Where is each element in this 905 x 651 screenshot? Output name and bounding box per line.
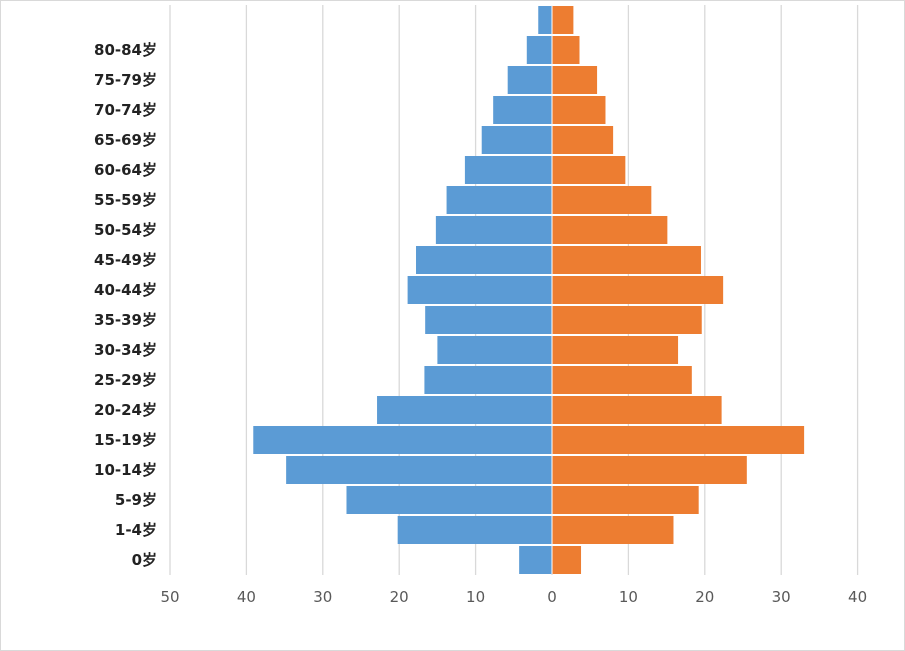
bar-left xyxy=(519,546,552,574)
bars xyxy=(253,5,805,574)
bar-right xyxy=(552,126,614,154)
bar-left xyxy=(507,66,552,94)
bar-left xyxy=(286,456,552,484)
category-label: 65-69岁 xyxy=(94,131,157,149)
bar-right xyxy=(552,216,668,244)
bar-right xyxy=(552,186,652,214)
bar-left xyxy=(464,156,552,184)
bar-left xyxy=(253,426,552,454)
x-tick-label: 40 xyxy=(237,588,256,606)
x-tick-label: 10 xyxy=(619,588,638,606)
x-tick-label: 30 xyxy=(313,588,332,606)
bar-left xyxy=(526,36,552,64)
category-label: 50-54岁 xyxy=(94,221,157,239)
category-label: 45-49岁 xyxy=(94,251,157,269)
bar-left xyxy=(493,96,552,124)
bar-left xyxy=(346,486,552,514)
bar-left xyxy=(446,186,552,214)
bar-left xyxy=(424,366,552,394)
category-label: 5-9岁 xyxy=(115,491,157,509)
x-tick-label: 20 xyxy=(390,588,409,606)
bar-left xyxy=(416,246,552,274)
bar-right xyxy=(552,456,747,484)
x-axis-tick-labels: 50 40 30 20 10 0 10 20 30 40 xyxy=(160,588,867,606)
bar-right xyxy=(552,246,701,274)
category-label: 20-24岁 xyxy=(94,401,157,419)
bar-left xyxy=(437,336,552,364)
bar-left xyxy=(538,6,552,34)
bar-left xyxy=(397,516,552,544)
category-label: 15-19岁 xyxy=(94,431,157,449)
category-label: 0岁 xyxy=(132,551,157,569)
bar-right xyxy=(552,426,805,454)
bar-left xyxy=(481,126,552,154)
bar-right xyxy=(552,66,598,94)
bar-right xyxy=(552,486,699,514)
category-label: 35-39岁 xyxy=(94,311,157,329)
category-label: 10-14岁 xyxy=(94,461,157,479)
bar-left xyxy=(377,396,552,424)
bar-right xyxy=(552,546,582,574)
category-label: 1-4岁 xyxy=(115,521,157,539)
bar-right xyxy=(552,96,606,124)
category-label: 55-59岁 xyxy=(94,191,157,209)
x-tick-label: 10 xyxy=(466,588,485,606)
bar-right xyxy=(552,306,702,334)
x-tick-label: 40 xyxy=(848,588,867,606)
category-label: 60-64岁 xyxy=(94,161,157,179)
bar-right xyxy=(552,336,679,364)
bar-left xyxy=(407,276,552,304)
bar-left xyxy=(425,306,552,334)
bar-left xyxy=(435,216,552,244)
bar-right xyxy=(552,276,724,304)
bar-right xyxy=(552,36,580,64)
x-tick-label: 30 xyxy=(772,588,791,606)
category-label: 30-34岁 xyxy=(94,341,157,359)
bar-right xyxy=(552,366,692,394)
bar-right xyxy=(552,396,722,424)
bar-right xyxy=(552,156,626,184)
bar-right xyxy=(552,6,574,34)
category-labels: 0岁 1-4岁 5-9岁 10-14岁 15-19岁 20-24岁 25-29岁 30-34岁… xyxy=(94,41,157,569)
x-tick-label: 0 xyxy=(547,588,557,606)
category-label: 25-29岁 xyxy=(94,371,157,389)
x-tick-label: 20 xyxy=(695,588,714,606)
bar-right xyxy=(552,516,674,544)
x-tick-label: 50 xyxy=(160,588,179,606)
category-label: 70-74岁 xyxy=(94,101,157,119)
category-label: 80-84岁 xyxy=(94,41,157,59)
category-label: 75-79岁 xyxy=(94,71,157,89)
category-label: 40-44岁 xyxy=(94,281,157,299)
